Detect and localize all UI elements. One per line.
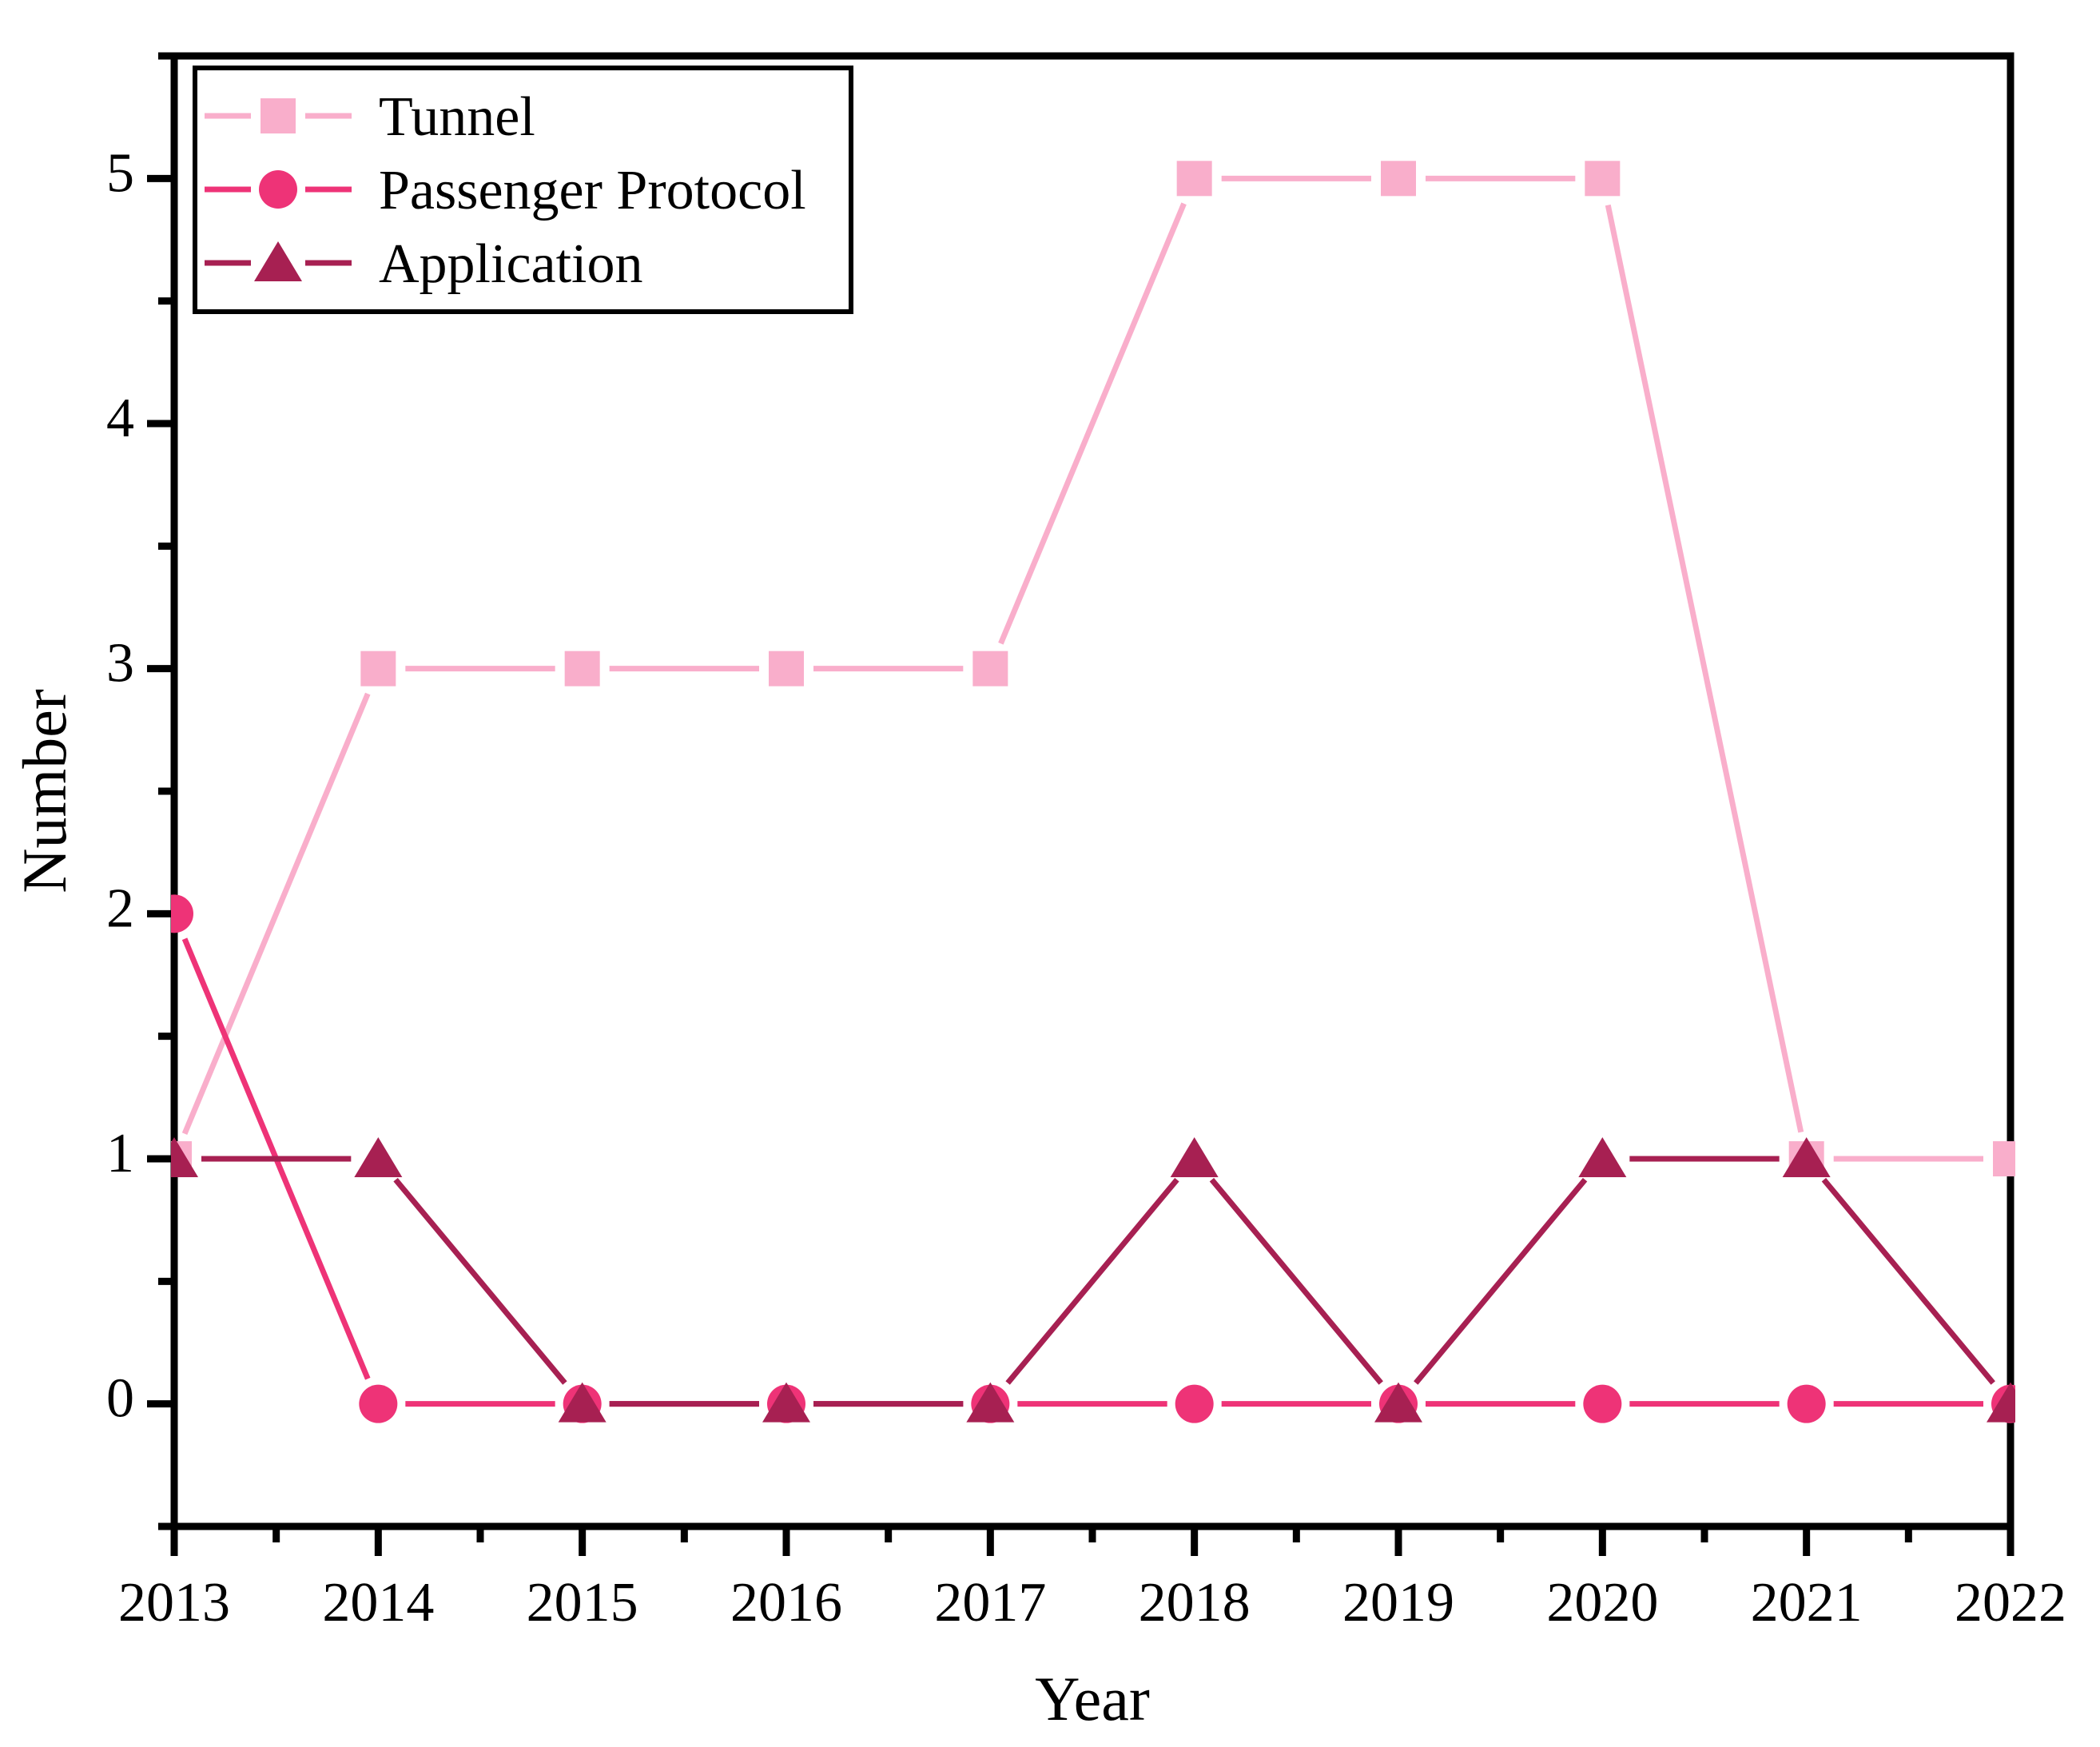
- passenger-protocol-marker: [171, 894, 193, 933]
- y-tick-label: 3: [106, 633, 134, 694]
- legend-border: [193, 66, 853, 314]
- legend: Tunnel Passenger Protocol Application: [193, 66, 853, 314]
- application-marker: [1374, 1382, 1422, 1423]
- application-marker: [558, 1382, 607, 1423]
- application-marker: [762, 1382, 810, 1423]
- plot-area: 0 1 2 3 4 5 2013 2014 2015 2016 2017 2018 2019 2020 20…: [106, 52, 2066, 1634]
- x-tick-label: 2017: [934, 1572, 1046, 1634]
- x-tick-label: 2020: [1546, 1572, 1658, 1634]
- y-tick-label: 4: [106, 388, 134, 449]
- application-line-segment: [1821, 1177, 1995, 1385]
- legend-label-tunnel: Tunnel: [379, 86, 535, 148]
- x-tick-label: 2016: [730, 1572, 842, 1634]
- passenger-protocol-marker: [359, 1384, 398, 1423]
- tunnel-marker: [972, 651, 1008, 686]
- tunnel-line-segment: [998, 202, 1187, 645]
- application-series: [171, 1137, 2015, 1423]
- x-tick-label: 2022: [1955, 1572, 2066, 1634]
- x-tick-label: 2021: [1751, 1572, 1863, 1634]
- application-marker: [1987, 1382, 2015, 1423]
- legend-markers: [205, 98, 352, 281]
- passenger-protocol-marker: [1787, 1384, 1826, 1423]
- tunnel-line-segment: [181, 692, 371, 1135]
- y-tick-label: 0: [106, 1368, 134, 1430]
- y-tick-label: 2: [106, 877, 134, 939]
- y-axis-title: Number: [10, 689, 79, 893]
- x-tick-label: 2013: [118, 1572, 230, 1634]
- passenger-protocol-marker: [1175, 1384, 1214, 1423]
- tunnel-marker: [769, 651, 804, 686]
- x-tick-label: 2019: [1342, 1572, 1454, 1634]
- tunnel-marker: [564, 651, 600, 686]
- application-line-segment: [1005, 1177, 1179, 1385]
- x-axis-title: Year: [1035, 1664, 1150, 1733]
- tunnel-marker: [1585, 161, 1621, 197]
- tunnel-marker: [1176, 161, 1212, 197]
- application-legend-marker: [254, 241, 302, 281]
- passenger-protocol-marker: [1583, 1384, 1622, 1423]
- x-tick-label: 2018: [1139, 1572, 1251, 1634]
- tunnel-marker: [1993, 1141, 2015, 1176]
- application-marker: [1782, 1137, 1831, 1177]
- legend-label-passenger-protocol: Passenger Protocol: [379, 160, 806, 221]
- tunnel-marker: [1381, 161, 1416, 197]
- application-line-segment: [1209, 1177, 1383, 1385]
- tunnel-line-segment: [1605, 204, 1804, 1133]
- application-line-segment: [1414, 1177, 1588, 1385]
- application-marker: [354, 1137, 403, 1177]
- tunnel-legend-marker: [261, 98, 296, 133]
- application-marker: [1578, 1137, 1627, 1177]
- y-tick-label: 1: [106, 1123, 134, 1184]
- tunnel-marker: [360, 651, 396, 686]
- tunnel-series: [171, 161, 2015, 1176]
- passenger-protocol-legend-marker: [259, 170, 297, 209]
- y-tick-label: 5: [106, 142, 134, 204]
- x-tick-label: 2014: [322, 1572, 434, 1634]
- application-marker: [966, 1382, 1015, 1423]
- application-marker: [171, 1137, 198, 1177]
- application-line-segment: [393, 1177, 567, 1385]
- legend-label-application: Application: [379, 233, 642, 295]
- x-tick-label: 2015: [527, 1572, 638, 1634]
- application-marker: [1170, 1137, 1219, 1177]
